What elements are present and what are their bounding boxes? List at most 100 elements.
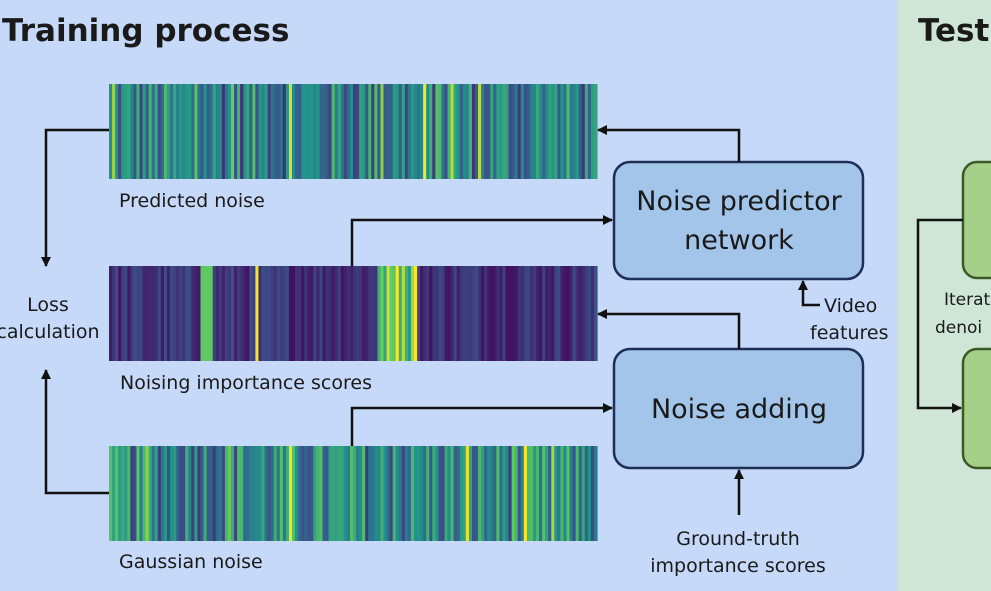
heatmap-cell (130, 84, 134, 179)
heatmap-cell (215, 266, 220, 361)
heatmap-cell (194, 446, 199, 541)
heatmap-cell (539, 446, 543, 541)
heatmap-cell (417, 266, 421, 361)
heatmap-cell (200, 266, 205, 361)
training-title: Training process (2, 13, 289, 49)
heatmap-cell (218, 446, 223, 541)
heatmap-cell (295, 266, 299, 361)
heatmap-cell (121, 266, 125, 361)
heatmap-cell (392, 84, 397, 179)
heatmap-cell (301, 266, 305, 361)
heatmap-cell (319, 446, 324, 541)
heatmap-cell (517, 84, 522, 179)
heatmap-cell (456, 266, 461, 361)
heatmap-cell (481, 446, 485, 541)
noise-predictor-label-line2: network (684, 225, 794, 256)
heatmap-cell (529, 446, 534, 541)
heatmap-cell (270, 266, 275, 361)
heatmap-cell (487, 84, 491, 179)
heatmap-cell (481, 266, 485, 361)
heatmap-cell (267, 84, 272, 179)
heatmap-cell (435, 84, 439, 179)
heatmap-cell (249, 84, 253, 179)
heatmap-cell (206, 446, 211, 541)
heatmap-cell (520, 446, 525, 541)
heatmap-cell (200, 84, 205, 179)
heatmap-cell (389, 84, 394, 179)
heatmap-cell (188, 446, 192, 541)
heatmap-cell (182, 446, 186, 541)
heatmap-cell (590, 84, 595, 179)
heatmap-cell (343, 84, 348, 179)
heatmap-cell (221, 84, 226, 179)
heatmap-cell (514, 266, 519, 361)
testing-iter-line2: denoi (935, 318, 982, 338)
heatmap-cell (163, 266, 168, 361)
heatmap-cell (450, 266, 455, 361)
heatmap-cell (368, 266, 372, 361)
heatmap-cell (511, 446, 516, 541)
gaussian-noise-strip (109, 446, 598, 541)
heatmap-cell (435, 266, 439, 361)
heatmap-cell (560, 446, 565, 541)
heatmap-cell (246, 446, 250, 541)
heatmap-cell (307, 266, 311, 361)
heatmap-cell (484, 446, 488, 541)
heatmap-cell (276, 84, 281, 179)
heatmap-cell (417, 446, 421, 541)
heatmap-cell (484, 266, 488, 361)
heatmap-cell (130, 446, 134, 541)
heatmap-cell (590, 266, 595, 361)
heatmap-cell (316, 266, 321, 361)
heatmap-cell (285, 266, 290, 361)
heatmap-cell (151, 446, 156, 541)
heatmap-cell (456, 446, 461, 541)
heatmap-cell (142, 446, 147, 541)
heatmap-cell (551, 84, 555, 179)
heatmap-cell (304, 266, 308, 361)
heatmap-cell (410, 446, 415, 541)
heatmap-cell (136, 446, 141, 541)
ground-truth-line1: Ground-truth (676, 528, 800, 550)
heatmap-cell (557, 266, 561, 361)
heatmap-cell (310, 266, 314, 361)
testing-iter-line1: Iterat (944, 290, 991, 310)
heatmap-cell (221, 266, 226, 361)
heatmap-cell (185, 446, 189, 541)
heatmap-cell (569, 446, 574, 541)
heatmap-cell (383, 84, 388, 179)
heatmap-cell (465, 84, 470, 179)
heatmap-cell (542, 266, 546, 361)
heatmap-cell (340, 84, 345, 179)
heatmap-cell (349, 266, 354, 361)
heatmap-cell (328, 446, 333, 541)
arrow-gaussian-to-noise-adding (350, 403, 613, 446)
heatmap-cell (163, 446, 168, 541)
heatmap-cell (487, 266, 491, 361)
heatmap-cell (456, 84, 461, 179)
heatmap-cell (548, 84, 552, 179)
heatmap-cell (240, 446, 244, 541)
heatmap-cell (154, 266, 159, 361)
heatmap-cell (532, 84, 537, 179)
heatmap-cell (288, 446, 293, 541)
heatmap-cell (423, 84, 427, 179)
heatmap-cell (414, 84, 418, 179)
heatmap-cell (325, 84, 330, 179)
heatmap-cell (401, 446, 406, 541)
heatmap-cell (118, 84, 122, 179)
heatmap-cell (124, 446, 128, 541)
heatmap-cell (395, 84, 400, 179)
heatmap-cell (581, 84, 586, 179)
heatmap-cell (529, 84, 534, 179)
heatmap-cell (218, 266, 223, 361)
heatmap-cell (209, 266, 214, 361)
heatmap-cell (115, 266, 119, 361)
heatmap-cell (426, 266, 430, 361)
heatmap-cell (273, 446, 278, 541)
heatmap-cell (514, 446, 519, 541)
testing-title: Testi (918, 13, 991, 49)
heatmap-cell (569, 84, 574, 179)
heatmap-cell (267, 446, 272, 541)
heatmap-cell (191, 84, 195, 179)
